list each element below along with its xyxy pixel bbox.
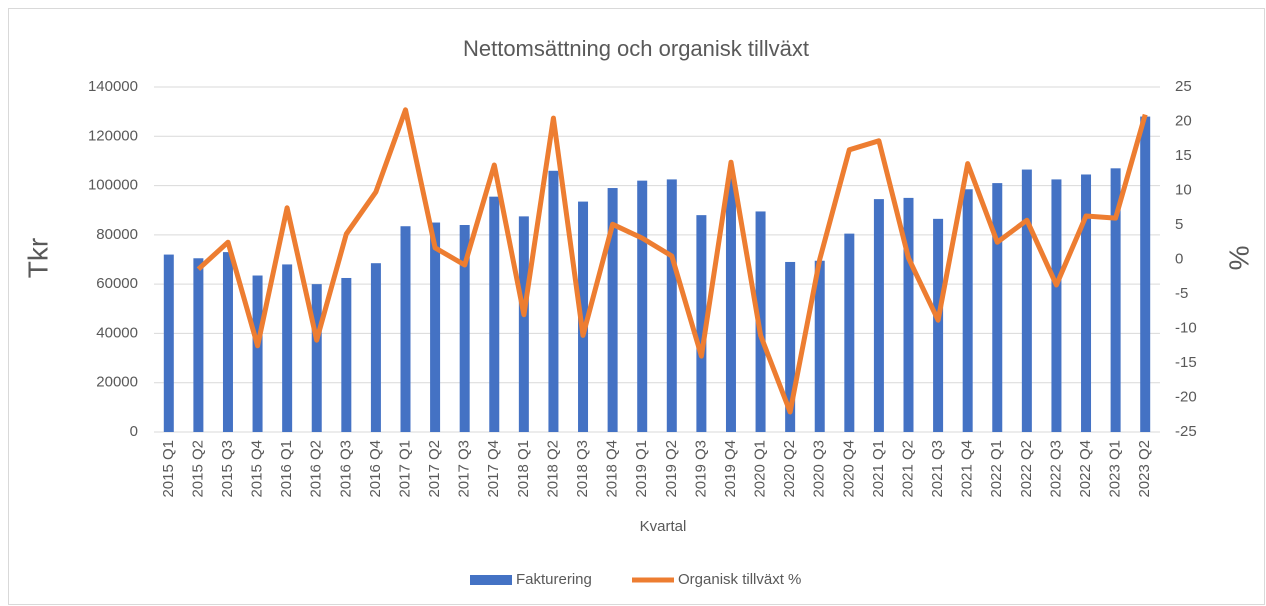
x-tick-label: 2021 Q3 [929, 440, 946, 498]
bar [400, 226, 411, 432]
y2-tick-label: 25 [1175, 78, 1192, 95]
bar [814, 260, 825, 432]
x-tick-label: 2018 Q1 [515, 440, 532, 498]
y2-tick-label: -10 [1175, 319, 1197, 336]
x-tick-label: 2015 Q4 [249, 440, 266, 498]
y2-tick-label: 0 [1175, 250, 1183, 267]
x-tick-label: 2016 Q3 [337, 440, 354, 498]
x-tick-label: 2022 Q2 [1018, 440, 1035, 498]
x-tick-label: 2017 Q4 [485, 440, 502, 498]
x-tick-label: 2021 Q2 [899, 440, 916, 498]
y-tick-label: 40000 [96, 324, 138, 341]
legend-swatch [470, 575, 512, 585]
bar [1110, 168, 1121, 433]
y-tick-label: 60000 [96, 275, 138, 292]
x-tick-label: 2022 Q4 [1077, 440, 1094, 498]
x-tick-label: 2015 Q2 [189, 440, 206, 498]
chart-title: Nettomsättning och organisk tillväxt [463, 36, 809, 61]
x-tick-label: 2019 Q2 [663, 440, 680, 498]
x-tick-label: 2016 Q4 [367, 440, 384, 498]
y-tick-label: 80000 [96, 226, 138, 243]
x-tick-label: 2017 Q1 [396, 440, 413, 498]
y2-tick-label: 20 [1175, 112, 1192, 129]
bar [370, 263, 381, 432]
legend-label: Fakturering [516, 571, 592, 588]
bar [844, 233, 855, 432]
y2-axis-label: % [1224, 246, 1255, 271]
x-tick-label: 2020 Q2 [781, 440, 798, 498]
bar [607, 188, 618, 432]
x-tick-label: 2021 Q4 [959, 440, 976, 498]
bar [578, 201, 589, 432]
x-tick-label: 2016 Q1 [278, 440, 295, 498]
x-tick-label: 2020 Q1 [752, 440, 769, 498]
bar [222, 252, 233, 432]
x-tick-label: 2019 Q4 [722, 440, 739, 498]
bar [1140, 116, 1151, 433]
y-tick-label: 20000 [96, 374, 138, 391]
bar [962, 189, 973, 432]
bar [341, 277, 352, 432]
x-tick-label: 2016 Q2 [308, 440, 325, 498]
x-axis-label: Kvartal [640, 518, 687, 535]
bar [1081, 174, 1092, 432]
y-tick-label: 140000 [88, 78, 138, 95]
x-tick-label: 2017 Q2 [426, 440, 443, 498]
bar [785, 261, 796, 432]
y2-tick-label: 15 [1175, 147, 1192, 164]
x-tick-label: 2015 Q3 [219, 440, 236, 498]
bar [282, 264, 293, 432]
bar [933, 218, 944, 432]
bar [1051, 179, 1062, 432]
bar [548, 170, 559, 433]
y-tick-label: 100000 [88, 177, 138, 194]
x-tick-label: 2020 Q3 [811, 440, 828, 498]
x-tick-label: 2019 Q3 [692, 440, 709, 498]
y-tick-label: 120000 [88, 127, 138, 144]
legend-label: Organisk tillväxt % [678, 571, 801, 588]
bar [489, 196, 500, 432]
y-tick-label: 0 [130, 423, 138, 440]
bar [725, 178, 736, 432]
bar [163, 254, 174, 432]
x-tick-label: 2023 Q1 [1107, 440, 1124, 498]
y2-tick-label: 10 [1175, 181, 1192, 198]
x-tick-label: 2020 Q4 [840, 440, 857, 498]
bar [311, 284, 322, 432]
bar [252, 275, 263, 432]
x-tick-label: 2022 Q1 [988, 440, 1005, 498]
bar [193, 258, 204, 432]
x-tick-label: 2019 Q1 [633, 440, 650, 498]
y-axis-label: Tkr [22, 238, 53, 278]
bar [873, 199, 884, 432]
x-tick-label: 2018 Q4 [604, 440, 621, 498]
x-tick-label: 2023 Q2 [1136, 440, 1153, 498]
y2-tick-label: -25 [1175, 423, 1197, 440]
x-tick-label: 2015 Q1 [160, 440, 177, 498]
y2-tick-label: -15 [1175, 354, 1197, 371]
x-tick-label: 2022 Q3 [1047, 440, 1064, 498]
x-tick-label: 2017 Q3 [456, 440, 473, 498]
bar [459, 225, 470, 432]
bar [903, 197, 914, 432]
bar [637, 180, 648, 432]
y2-tick-label: 5 [1175, 216, 1183, 233]
bar [666, 179, 677, 432]
x-tick-label: 2018 Q3 [574, 440, 591, 498]
x-tick-label: 2018 Q2 [544, 440, 561, 498]
line [196, 107, 1148, 415]
bar [1021, 169, 1032, 432]
bar [430, 222, 441, 432]
x-tick-label: 2021 Q1 [870, 440, 887, 498]
bar [992, 183, 1003, 432]
bar [696, 215, 707, 432]
y2-tick-label: -5 [1175, 285, 1188, 302]
bar [518, 216, 529, 432]
y2-tick-label: -20 [1175, 388, 1197, 405]
